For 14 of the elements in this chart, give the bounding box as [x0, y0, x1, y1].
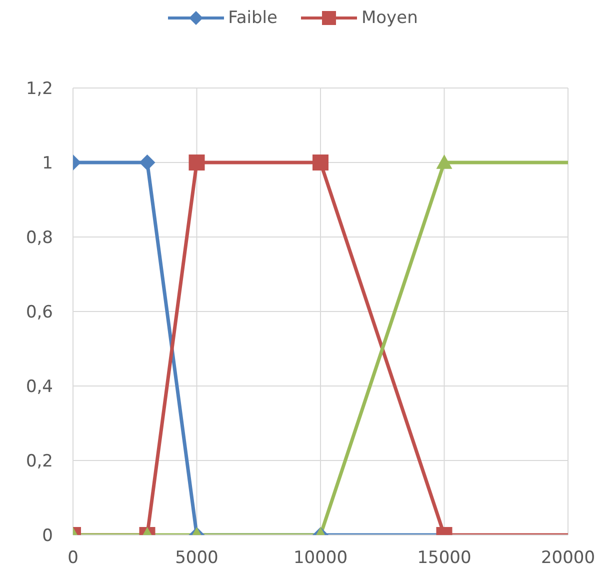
y-tick-label: 1	[42, 154, 53, 174]
y-tick-label: 0,6	[26, 302, 53, 323]
x-tick-label: 15000	[417, 548, 472, 568]
x-tick-label: 5000	[175, 548, 218, 568]
x-tick-label: 10000	[293, 548, 348, 568]
y-tick-label: 0	[42, 526, 53, 546]
legend-label: Faible	[228, 8, 278, 28]
legend-label: Moyen	[361, 8, 418, 28]
y-tick-label: 0,4	[26, 377, 53, 398]
y-tick-label: 1,2	[26, 79, 53, 100]
y-tick-label: 0,2	[26, 452, 53, 472]
y-tick-label: 0,8	[26, 228, 53, 248]
x-tick-label: 20000	[540, 548, 596, 568]
x-tick-label: 0	[68, 548, 78, 568]
